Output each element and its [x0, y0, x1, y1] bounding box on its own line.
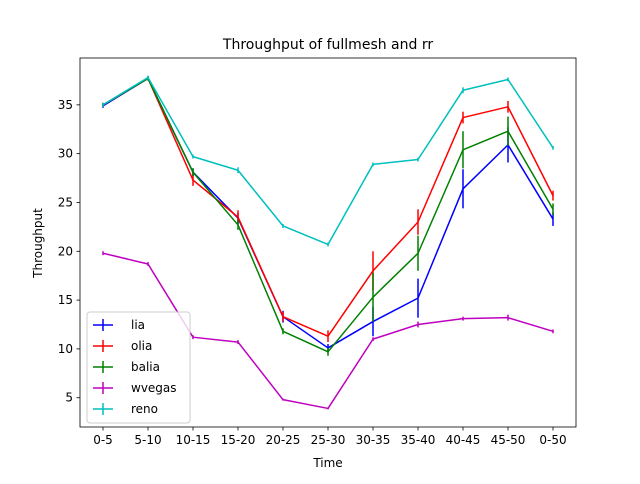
x-tick-label: 5-10 — [134, 433, 161, 447]
series-line-balia — [103, 79, 553, 352]
y-tick-label: 25 — [58, 195, 73, 209]
x-tick-label: 35-40 — [401, 433, 436, 447]
y-tick-label: 20 — [58, 244, 73, 258]
x-tick-label: 45-50 — [491, 433, 526, 447]
y-tick-label: 35 — [58, 98, 73, 112]
y-tick-label: 15 — [58, 293, 73, 307]
series-line-lia — [103, 79, 553, 348]
x-tick-label: 15-20 — [221, 433, 256, 447]
x-axis-label: Time — [312, 456, 342, 470]
series-line-reno — [103, 78, 553, 245]
legend-label-balia: balia — [131, 360, 160, 374]
x-tick-label: 40-45 — [446, 433, 481, 447]
y-tick-label: 5 — [65, 391, 73, 405]
y-tick-label: 30 — [58, 147, 73, 161]
legend: lia olia balia wvegas reno — [87, 312, 190, 423]
legend-label-reno: reno — [131, 402, 158, 416]
legend-label-wvegas: wvegas — [131, 381, 177, 395]
legend-label-lia: lia — [131, 318, 145, 332]
x-tick-label: 0-50 — [539, 433, 566, 447]
x-tick-label: 30-35 — [356, 433, 391, 447]
legend-label-olia: olia — [131, 339, 152, 353]
x-tick-label: 10-15 — [176, 433, 211, 447]
chart-title: Throughput of fullmesh and rr — [222, 37, 433, 53]
y-tick-label: 10 — [58, 342, 73, 356]
x-tick-label: 25-30 — [311, 433, 346, 447]
x-tick-label: 0-5 — [93, 433, 113, 447]
x-tick-label: 20-25 — [266, 433, 301, 447]
y-axis-label: Throughput — [31, 208, 45, 279]
